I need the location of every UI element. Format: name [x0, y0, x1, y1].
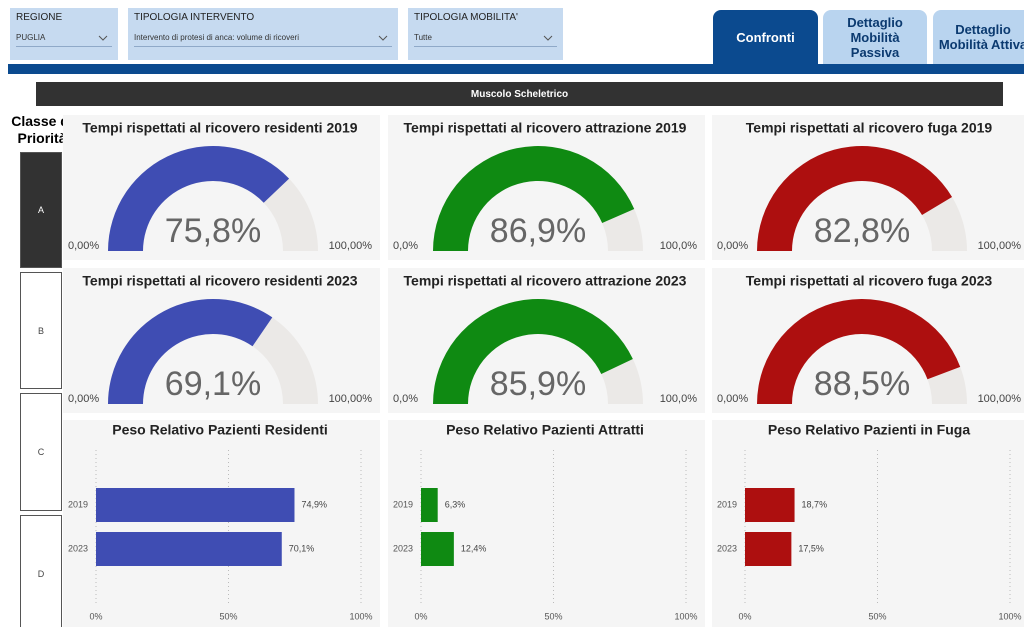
- panel: [63, 420, 380, 627]
- x-tick-label: 50%: [219, 611, 237, 621]
- filter-value-text: PUGLIA: [16, 33, 46, 42]
- x-tick-label: 0%: [89, 611, 102, 621]
- chevron: [543, 35, 553, 41]
- y-tick-label: 2023: [68, 543, 88, 553]
- value-label: 74,9%: [301, 499, 327, 509]
- value-label: 6,3%: [445, 499, 466, 509]
- y-tick-label: 2023: [717, 543, 737, 553]
- tab[interactable]: Dettaglio Mobilità Attiva: [933, 10, 1024, 64]
- y-tick-label: 2019: [717, 499, 737, 509]
- gauge-title: Tempi rispettati al ricovero attrazione …: [404, 273, 687, 289]
- gauge-value: [757, 145, 953, 251]
- gauge-value-label: 86,9%: [490, 212, 586, 250]
- x-tick-label: 0%: [414, 611, 427, 621]
- gauge-value-label: 69,1%: [165, 365, 261, 403]
- bar: [745, 488, 795, 522]
- filter-value-text: Tutte: [414, 33, 432, 42]
- x-tick-label: 100%: [998, 611, 1021, 621]
- gauge-max-label: 100,00%: [978, 393, 1022, 405]
- filter[interactable]: REGIONE PUGLIA: [10, 8, 118, 60]
- filter-label: REGIONE: [16, 12, 63, 23]
- gauge-value: [108, 145, 290, 251]
- bar: [96, 488, 295, 522]
- gauge-min-label: 0,0%: [393, 393, 418, 405]
- gauge-min-label: 0,00%: [68, 240, 99, 252]
- gauge-title: Tempi rispettati al ricovero attrazione …: [404, 120, 687, 136]
- filter[interactable]: TIPOLOGIA MOBILITA' Tutte: [408, 8, 563, 60]
- gauge-max-label: 100,0%: [660, 240, 698, 252]
- tab[interactable]: Confronti: [713, 10, 818, 64]
- filter-value[interactable]: PUGLIA: [16, 30, 112, 47]
- gauge-value-label: 82,8%: [814, 212, 910, 250]
- tab-bar: [8, 64, 1024, 74]
- gauge-min-label: 0,00%: [717, 240, 748, 252]
- filter-label: TIPOLOGIA INTERVENTO: [134, 12, 255, 23]
- priority-button[interactable]: B: [20, 272, 62, 389]
- x-tick-label: 50%: [544, 611, 562, 621]
- gauge-title: Tempi rispettati al ricovero residenti 2…: [82, 120, 357, 136]
- gauge-max-label: 100,00%: [329, 393, 373, 405]
- filter-value[interactable]: Tutte: [414, 30, 557, 47]
- gauge-min-label: 0,0%: [393, 240, 418, 252]
- priority-title: Classe di Priorità: [11, 113, 73, 146]
- gauge-value: [108, 299, 273, 404]
- gauge-value: [433, 299, 633, 404]
- bar: [96, 532, 282, 566]
- gauge-min-label: 0,00%: [717, 393, 748, 405]
- value-label: 70,1%: [289, 543, 315, 553]
- section-title: Muscolo Scheletrico: [36, 82, 1003, 106]
- filter-label: TIPOLOGIA MOBILITA': [414, 12, 518, 23]
- value-label: 17,5%: [798, 543, 824, 553]
- value-label: 12,4%: [461, 543, 487, 553]
- x-tick-label: 0%: [738, 611, 751, 621]
- filter-value[interactable]: Intervento di protesi di anca: volume di…: [134, 30, 392, 47]
- chevron: [98, 35, 108, 41]
- tab[interactable]: Dettaglio Mobilità Passiva: [823, 10, 927, 64]
- bar: [745, 532, 792, 566]
- x-tick-label: 100%: [349, 611, 372, 621]
- chart-title: Peso Relativo Pazienti in Fuga: [768, 422, 970, 438]
- priority-button[interactable]: D: [20, 515, 62, 627]
- y-tick-label: 2023: [393, 543, 413, 553]
- y-tick-label: 2019: [393, 499, 413, 509]
- priority-button[interactable]: A: [20, 152, 62, 268]
- chart-title: Peso Relativo Pazienti Attratti: [446, 422, 644, 438]
- chevron: [378, 35, 388, 41]
- x-tick-label: 50%: [868, 611, 886, 621]
- bar: [421, 532, 454, 566]
- chart-title: Peso Relativo Pazienti Residenti: [112, 422, 328, 438]
- gauge-title: Tempi rispettati al ricovero residenti 2…: [82, 273, 357, 289]
- panel: [712, 420, 1024, 627]
- panel: [388, 420, 705, 627]
- gauge-max-label: 100,00%: [329, 240, 373, 252]
- value-label: 18,7%: [802, 499, 828, 509]
- y-tick-label: 2019: [68, 499, 88, 509]
- gauge-min-label: 0,00%: [68, 393, 99, 405]
- priority-button[interactable]: C: [20, 393, 62, 511]
- gauge-value-label: 75,8%: [165, 212, 261, 250]
- x-tick-label: 100%: [674, 611, 697, 621]
- gauge-value-label: 85,9%: [490, 365, 586, 403]
- gauge-max-label: 100,0%: [660, 393, 698, 405]
- gauge-title: Tempi rispettati al ricovero fuga 2023: [746, 273, 993, 289]
- filter[interactable]: TIPOLOGIA INTERVENTO Intervento di prote…: [128, 8, 398, 60]
- gauge-value: [757, 299, 961, 404]
- bar: [421, 488, 438, 522]
- gauge-value-label: 88,5%: [814, 365, 910, 403]
- gauge-title: Tempi rispettati al ricovero fuga 2019: [746, 120, 993, 136]
- gauge-value: [433, 146, 635, 251]
- filter-value-text: Intervento di protesi di anca: volume di…: [134, 33, 299, 42]
- gauge-max-label: 100,00%: [978, 240, 1022, 252]
